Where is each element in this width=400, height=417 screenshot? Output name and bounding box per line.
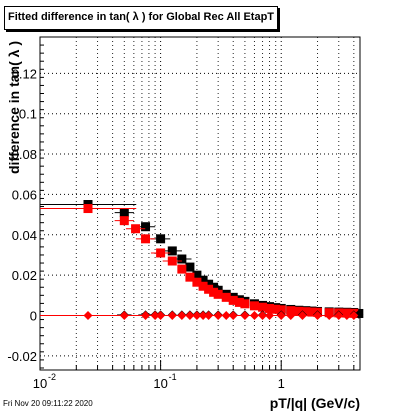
data-point (297, 311, 307, 321)
y-tick-label: -0.02 (7, 349, 37, 364)
data-point (177, 264, 187, 274)
data-point (83, 311, 93, 321)
plot-frame (39, 36, 361, 371)
data-point (265, 311, 275, 321)
data-point (83, 204, 93, 214)
data-point (342, 311, 352, 321)
data-point (131, 224, 141, 234)
data-point (204, 284, 214, 294)
data-point (276, 311, 286, 321)
data-point (119, 216, 129, 226)
x-axis-label: pT/|q| (GeV/c) (270, 395, 360, 411)
data-point (334, 311, 344, 321)
y-tick-label: 0.08 (12, 147, 37, 162)
data-point (249, 301, 259, 311)
y-tick-label: 0.06 (12, 187, 37, 202)
x-tick-exponent: -1 (169, 372, 177, 382)
data-point (240, 311, 250, 321)
data-point (294, 306, 304, 316)
data-point (234, 297, 244, 307)
y-tick-label: 0.1 (19, 107, 37, 122)
data-point (271, 304, 281, 314)
data-point (198, 311, 208, 321)
data-point (119, 208, 129, 218)
y-tick-label: 0.04 (12, 228, 37, 243)
data-point (167, 246, 177, 256)
data-point (228, 311, 238, 321)
data-point (349, 311, 359, 321)
data-point (301, 307, 311, 317)
data-point (286, 311, 296, 321)
data-point (156, 311, 166, 321)
data-point (150, 311, 160, 321)
data-point (141, 222, 151, 232)
data-point (141, 234, 151, 244)
data-point (185, 272, 195, 282)
data-point (185, 262, 195, 272)
data-point (221, 292, 231, 302)
data-point (204, 279, 214, 289)
data-point (192, 277, 202, 287)
data-point (228, 295, 238, 305)
timestamp: Fri Nov 20 09:11:22 2020 (3, 399, 93, 408)
chart-title-box: Fitted difference in tan( λ ) for Global… (4, 6, 278, 30)
data-point (156, 248, 166, 258)
data-point (213, 289, 223, 299)
x-tick-label: 10 (153, 376, 167, 391)
data-point (221, 311, 231, 321)
data-point (198, 281, 208, 291)
data-point (265, 303, 275, 313)
data-point (192, 311, 202, 321)
data-point (249, 311, 259, 321)
data-point (258, 311, 268, 321)
data-point (258, 302, 268, 312)
data-point (209, 282, 219, 292)
data-point (198, 275, 208, 285)
data-point (276, 305, 286, 315)
data-point (177, 311, 187, 321)
x-tick-exponent: -2 (48, 372, 56, 382)
data-point (240, 299, 250, 309)
data-point (185, 311, 195, 321)
data-point (209, 287, 219, 297)
data-point (167, 256, 177, 266)
data-point (156, 234, 166, 244)
data-point (324, 311, 334, 321)
data-point (213, 311, 223, 321)
chart-title: Fitted difference in tan( λ ) for Global… (7, 11, 275, 23)
data-point (192, 270, 202, 280)
data-point (119, 311, 129, 321)
data-point (286, 306, 296, 316)
data-point (313, 311, 323, 321)
data-point (307, 307, 317, 317)
x-tick-label: 10 (33, 376, 47, 391)
y-tick-label: 0.02 (12, 268, 37, 283)
y-axis-label: difference in tan( λ ) (6, 41, 22, 174)
x-tick-label: 1 (278, 376, 285, 391)
data-point (141, 311, 151, 321)
data-point (177, 254, 187, 264)
data-point (167, 311, 177, 321)
data-point (204, 311, 214, 321)
y-tick-label: 0.12 (12, 66, 37, 81)
y-tick-label: 0 (30, 309, 37, 324)
